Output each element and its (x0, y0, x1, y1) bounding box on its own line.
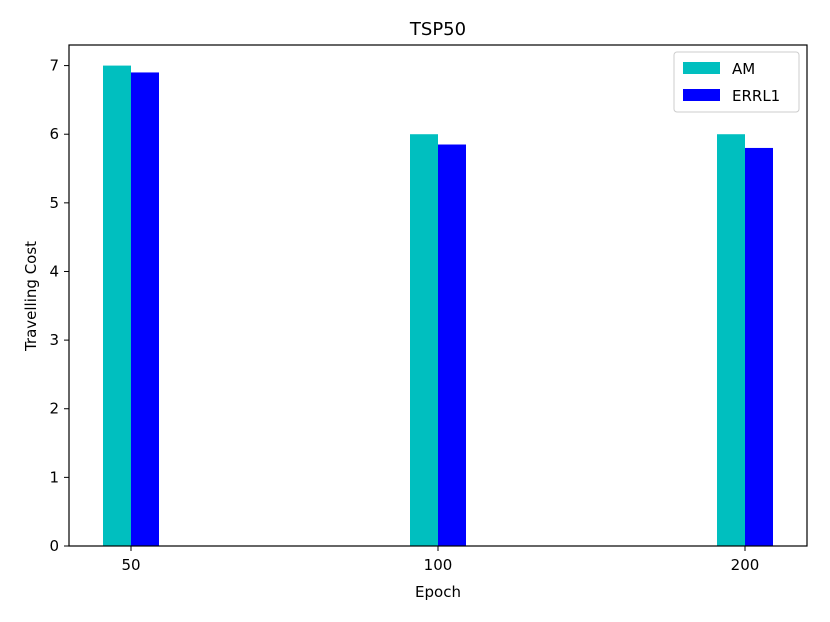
y-tick-label: 5 (49, 194, 59, 212)
chart-title: TSP50 (409, 19, 466, 40)
y-axis-label: Travelling Cost (22, 241, 40, 352)
legend-swatch-errl1 (683, 89, 720, 101)
legend-label-am: AM (732, 60, 755, 78)
legend: AM ERRL1 (673, 51, 800, 113)
y-tick-label: 2 (49, 400, 59, 418)
y-tick-label: 3 (49, 331, 59, 349)
bar-errl1-200 (745, 147, 773, 547)
x-axis: 50 100 200 (121, 546, 759, 574)
y-tick-label: 7 (49, 57, 59, 75)
y-tick-label: 1 (49, 468, 59, 486)
bar-am-50 (103, 65, 131, 546)
legend-label-errl1: ERRL1 (732, 87, 780, 105)
x-tick-label: 200 (731, 556, 760, 574)
y-tick-label: 0 (49, 537, 59, 555)
bars-group (103, 65, 773, 547)
x-tick-label: 100 (424, 556, 453, 574)
y-axis: 0 1 2 3 4 5 6 7 (49, 57, 69, 555)
bar-am-200 (717, 134, 745, 546)
plot-frame (68, 44, 808, 547)
legend-swatch-am (683, 62, 720, 74)
x-tick-label: 50 (121, 556, 140, 574)
bar-am-100 (410, 134, 438, 546)
bar-errl1-50 (131, 72, 159, 546)
bar-errl1-100 (438, 144, 466, 546)
y-tick-label: 6 (49, 125, 59, 143)
x-axis-label: Epoch (415, 583, 461, 601)
y-tick-label: 4 (49, 262, 59, 280)
